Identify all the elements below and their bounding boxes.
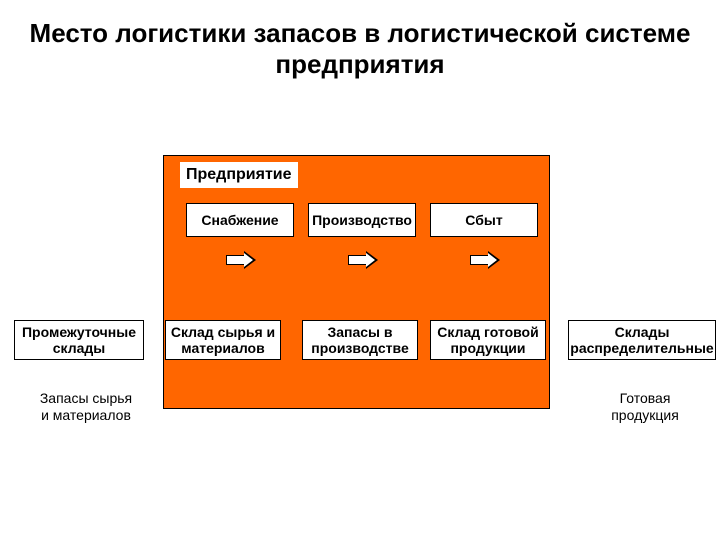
box-intermediate-warehouses: Промежуточные склады [14, 320, 144, 360]
label-finished-goods: Готовая продукция [590, 390, 700, 424]
box-wip-stock: Запасы в производстве [302, 320, 418, 360]
box-finished-goods-store: Склад готовой продукции [430, 320, 546, 360]
arrow-icon [348, 251, 378, 269]
enterprise-box [163, 155, 550, 409]
box-distribution-warehouses: Склады распределительные [568, 320, 716, 360]
box-supply: Снабжение [186, 203, 294, 237]
box-raw-materials-store: Склад сырья и материалов [165, 320, 281, 360]
diagram-canvas: Предприятие Снабжение Производство Сбыт … [0, 0, 720, 540]
box-sales: Сбыт [430, 203, 538, 237]
enterprise-label: Предприятие [180, 162, 298, 188]
arrow-icon [226, 251, 256, 269]
arrow-icon [470, 251, 500, 269]
box-production: Производство [308, 203, 416, 237]
label-raw-stock: Запасы сырья и материалов [36, 390, 136, 424]
